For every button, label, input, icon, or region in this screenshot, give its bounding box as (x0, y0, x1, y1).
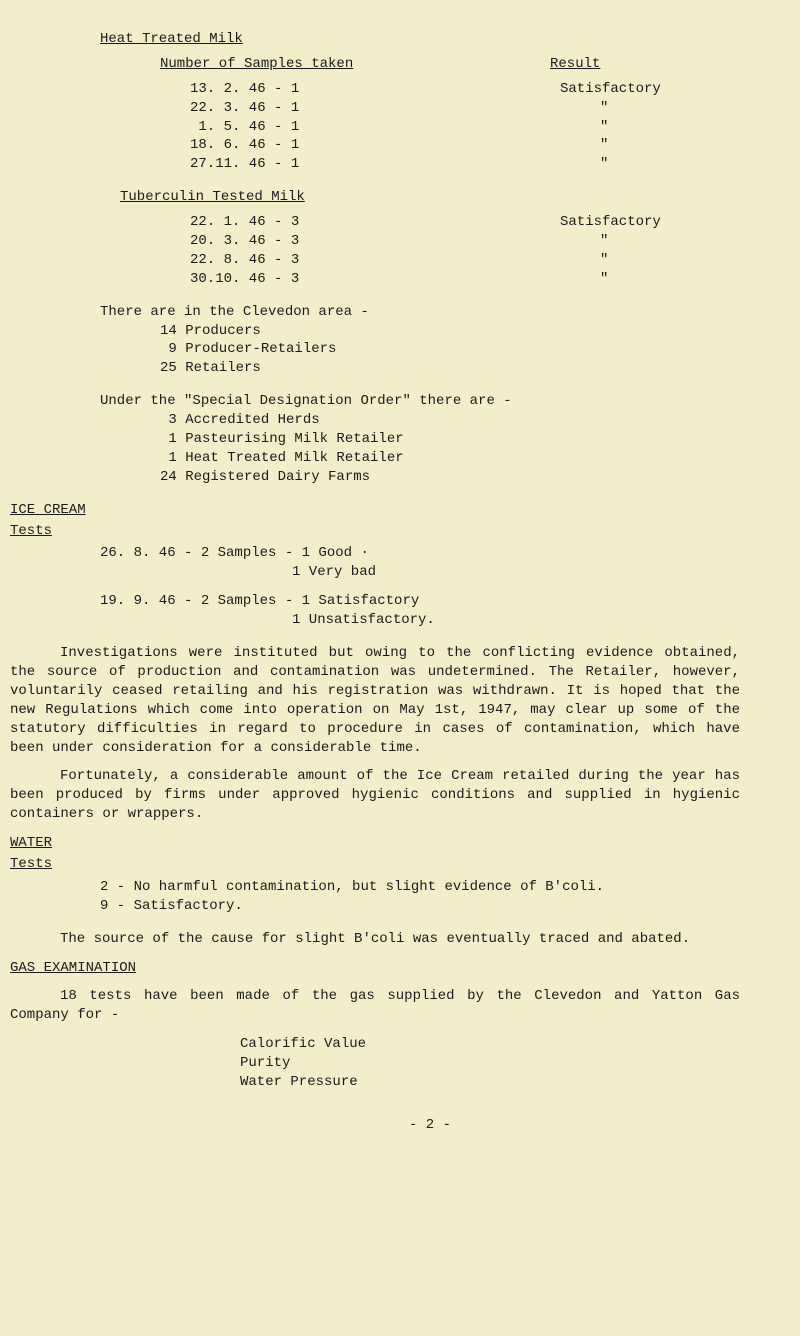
ice-cream-line: 26. 8. 46 - 2 Samples - 1 Good · (100, 544, 760, 563)
designation-block: Under the "Special Designation Order" th… (100, 392, 760, 486)
list-item: Purity (240, 1054, 760, 1073)
list-item: 1 Heat Treated Milk Retailer (100, 449, 760, 468)
ice-cream-line: 1 Unsatisfactory. (100, 611, 760, 630)
sample-row: 13. 2. 46 - 1 (100, 80, 520, 99)
investigation-para-2: Fortunately, a considerable amount of th… (10, 767, 760, 824)
list-item: Calorific Value (240, 1035, 760, 1054)
water-block: 2 - No harmful contamination, but slight… (100, 878, 760, 916)
gas-label: GAS EXAMINATION (10, 959, 760, 978)
sample-row: 27.11. 46 - 1 (100, 155, 520, 174)
result-cell: " (520, 118, 760, 137)
list-item: 14 Producers (100, 322, 760, 341)
ice-cream-block: 26. 8. 46 - 2 Samples - 1 Good · 1 Very … (100, 544, 760, 630)
sample-row: 30.10. 46 - 3 (100, 270, 520, 289)
sample-row: 20. 3. 46 - 3 (100, 232, 520, 251)
sample-row: 18. 6. 46 - 1 (100, 136, 520, 155)
water-label: WATER (10, 834, 760, 853)
list-item: 9 Producer-Retailers (100, 340, 760, 359)
result-cell: " (520, 251, 760, 270)
tests-label: Tests (10, 522, 760, 541)
sample-row: 22. 1. 46 - 3 (100, 213, 520, 232)
samples-taken-header: Number of Samples taken (160, 56, 353, 72)
sample-row: 1. 5. 46 - 1 (100, 118, 520, 137)
tuberculin-header: Tuberculin Tested Milk (60, 188, 760, 207)
clevedon-intro: There are in the Clevedon area - (100, 303, 760, 322)
result-cell: " (520, 99, 760, 118)
list-item: 25 Retailers (100, 359, 760, 378)
water-line: 9 - Satisfactory. (100, 897, 760, 916)
water-para: The source of the cause for slight B'col… (10, 930, 760, 949)
list-item: Water Pressure (240, 1073, 760, 1092)
ice-cream-line: 19. 9. 46 - 2 Samples - 1 Satisfactory (100, 592, 760, 611)
designation-intro: Under the "Special Designation Order" th… (100, 392, 760, 411)
ice-cream-line: 1 Very bad (100, 563, 760, 582)
gas-para: 18 tests have been made of the gas suppl… (10, 987, 760, 1025)
result-cell: " (520, 232, 760, 251)
result-cell: " (520, 136, 760, 155)
investigation-para-1: Investigations were instituted but owing… (10, 644, 760, 757)
sample-row: 22. 8. 46 - 3 (100, 251, 520, 270)
gas-lines: Calorific Value Purity Water Pressure (100, 1035, 760, 1092)
clevedon-block: There are in the Clevedon area - 14 Prod… (100, 303, 760, 379)
heat-treated-section: Number of Samples taken Result 13. 2. 46… (100, 55, 760, 174)
result-cell: Satisfactory (520, 213, 760, 232)
page-title: Heat Treated Milk (100, 30, 760, 49)
sample-row: 22. 3. 46 - 1 (100, 99, 520, 118)
tuberculin-section: 22. 1. 46 - 3Satisfactory 20. 3. 46 - 3"… (100, 213, 760, 289)
page-number: - 2 - (100, 1116, 760, 1135)
list-item: 3 Accredited Herds (100, 411, 760, 430)
ice-cream-label: ICE CREAM (10, 501, 760, 520)
result-header: Result (550, 56, 600, 72)
list-item: 24 Registered Dairy Farms (100, 468, 760, 487)
result-cell: " (520, 270, 760, 289)
result-cell: " (520, 155, 760, 174)
water-line: 2 - No harmful contamination, but slight… (100, 878, 760, 897)
list-item: 1 Pasteurising Milk Retailer (100, 430, 760, 449)
result-cell: Satisfactory (520, 80, 760, 99)
tests-label: Tests (10, 855, 760, 874)
